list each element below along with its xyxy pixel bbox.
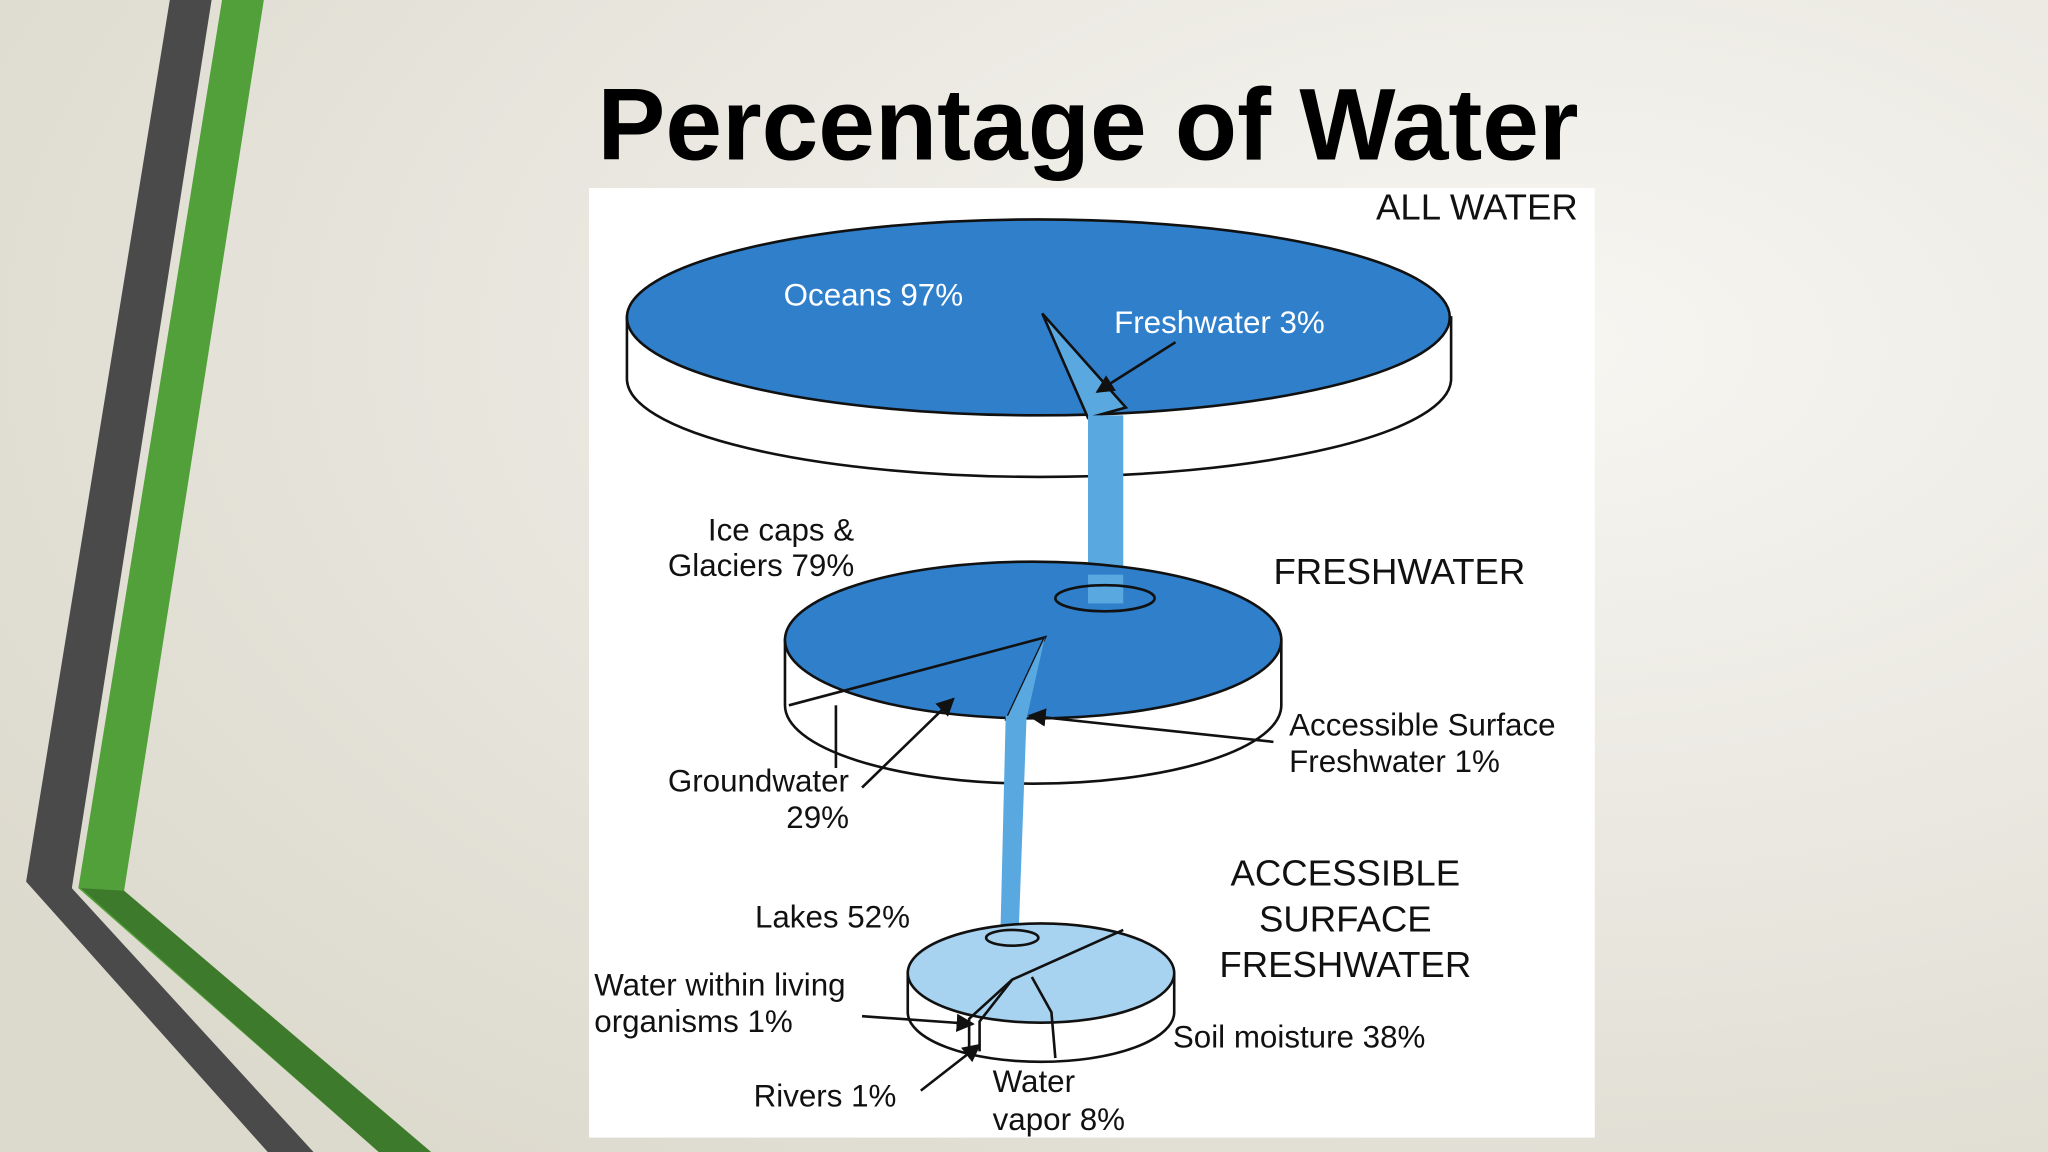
arrow — [861, 697, 955, 789]
label: 29% — [786, 800, 849, 835]
label: Freshwater 3% — [1114, 305, 1325, 340]
label: Rivers 1% — [754, 1078, 897, 1113]
heading: ACCESSIBLE — [1230, 853, 1460, 894]
label: Ice caps & — [708, 513, 854, 548]
heading: ALL WATER — [1376, 186, 1578, 227]
label: Freshwater 1% — [1289, 744, 1500, 779]
label: Oceans 97% — [784, 278, 963, 313]
wedge-line — [967, 928, 1124, 1049]
arrow — [1027, 708, 1274, 744]
wedge — [1005, 637, 1045, 721]
label: Lakes 52% — [755, 899, 910, 934]
slide-title: Percentage of Water — [597, 67, 1578, 181]
stream — [1000, 715, 1027, 930]
label: Water within living — [594, 967, 845, 1002]
decor-stripe — [26, 0, 314, 1152]
arrow — [1095, 341, 1177, 393]
label: Soil moisture 38% — [1173, 1020, 1425, 1055]
decor-stripe — [80, 888, 432, 1152]
heading: SURFACE — [1259, 898, 1432, 939]
heading: FRESHWATER — [1273, 551, 1525, 592]
stream — [1088, 574, 1124, 604]
label: Accessible Surface — [1289, 707, 1555, 742]
label: vapor 8% — [993, 1102, 1125, 1137]
arrow — [920, 1043, 982, 1092]
arrow — [861, 1013, 975, 1032]
splash — [984, 928, 1040, 947]
splash — [1054, 583, 1156, 613]
label: Water — [993, 1064, 1075, 1099]
label: Glaciers 79% — [668, 548, 854, 583]
disk-top — [906, 922, 1176, 1024]
wedge-line — [1030, 976, 1057, 1059]
label: Groundwater — [668, 764, 849, 799]
disk-top — [625, 218, 1452, 417]
decor-stripe — [78, 0, 432, 1152]
label: organisms 1% — [594, 1004, 793, 1039]
heading: FRESHWATER — [1219, 944, 1471, 985]
wedge-line — [978, 978, 1014, 1052]
